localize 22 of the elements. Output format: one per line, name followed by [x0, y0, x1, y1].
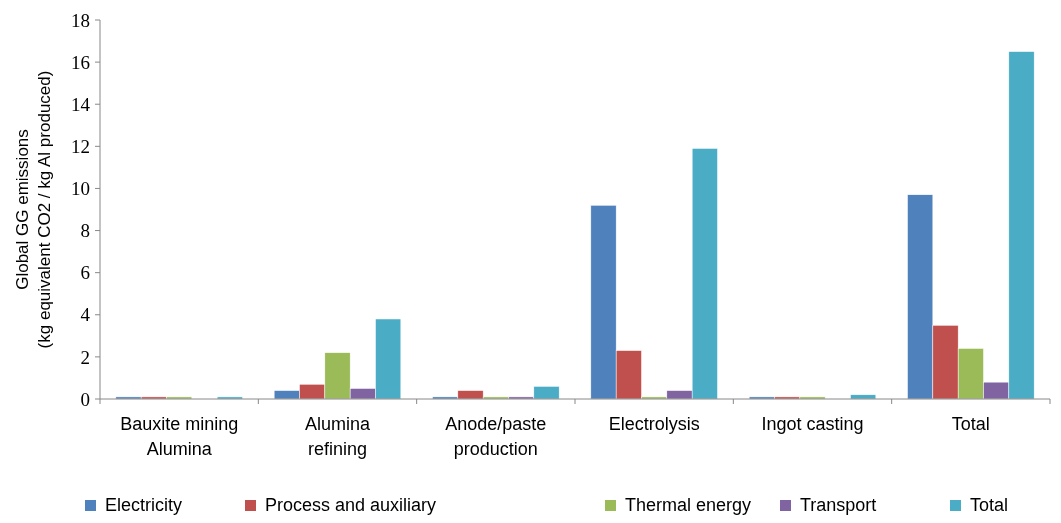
y-tick-label: 4 [80, 304, 91, 326]
y-tick-label: 14 [71, 93, 91, 115]
y-tick-label: 6 [80, 262, 90, 284]
y-tick-label: 8 [80, 220, 90, 242]
legend-label: Total [970, 495, 1009, 516]
legend-label: Electricity [105, 495, 183, 516]
legend-label: Thermal energy [625, 495, 752, 516]
y-axis-title: Global GG emissions (kg equivalent CO2 / kg Al produced) [13, 70, 54, 349]
y-tick-label: 2 [80, 346, 90, 368]
x-tick-label: Bauxite mining Alumina [120, 414, 239, 459]
legend-label: Transport [800, 495, 877, 516]
y-tick-label: 0 [80, 388, 90, 410]
x-tick-label: Anode/paste production [445, 414, 547, 459]
x-tick-label: Alumina refining [304, 414, 371, 459]
y-tick-label: 10 [71, 178, 90, 200]
x-tick-label: Total [951, 414, 990, 434]
x-tick-label: Electrolysis [608, 414, 700, 434]
y-tick-label: 12 [71, 135, 90, 157]
y-tick-label: 16 [71, 51, 90, 73]
legend-label: Process and auxiliary [265, 495, 437, 516]
y-tick-label: 18 [71, 9, 90, 31]
x-tick-label: Ingot casting [761, 414, 864, 434]
